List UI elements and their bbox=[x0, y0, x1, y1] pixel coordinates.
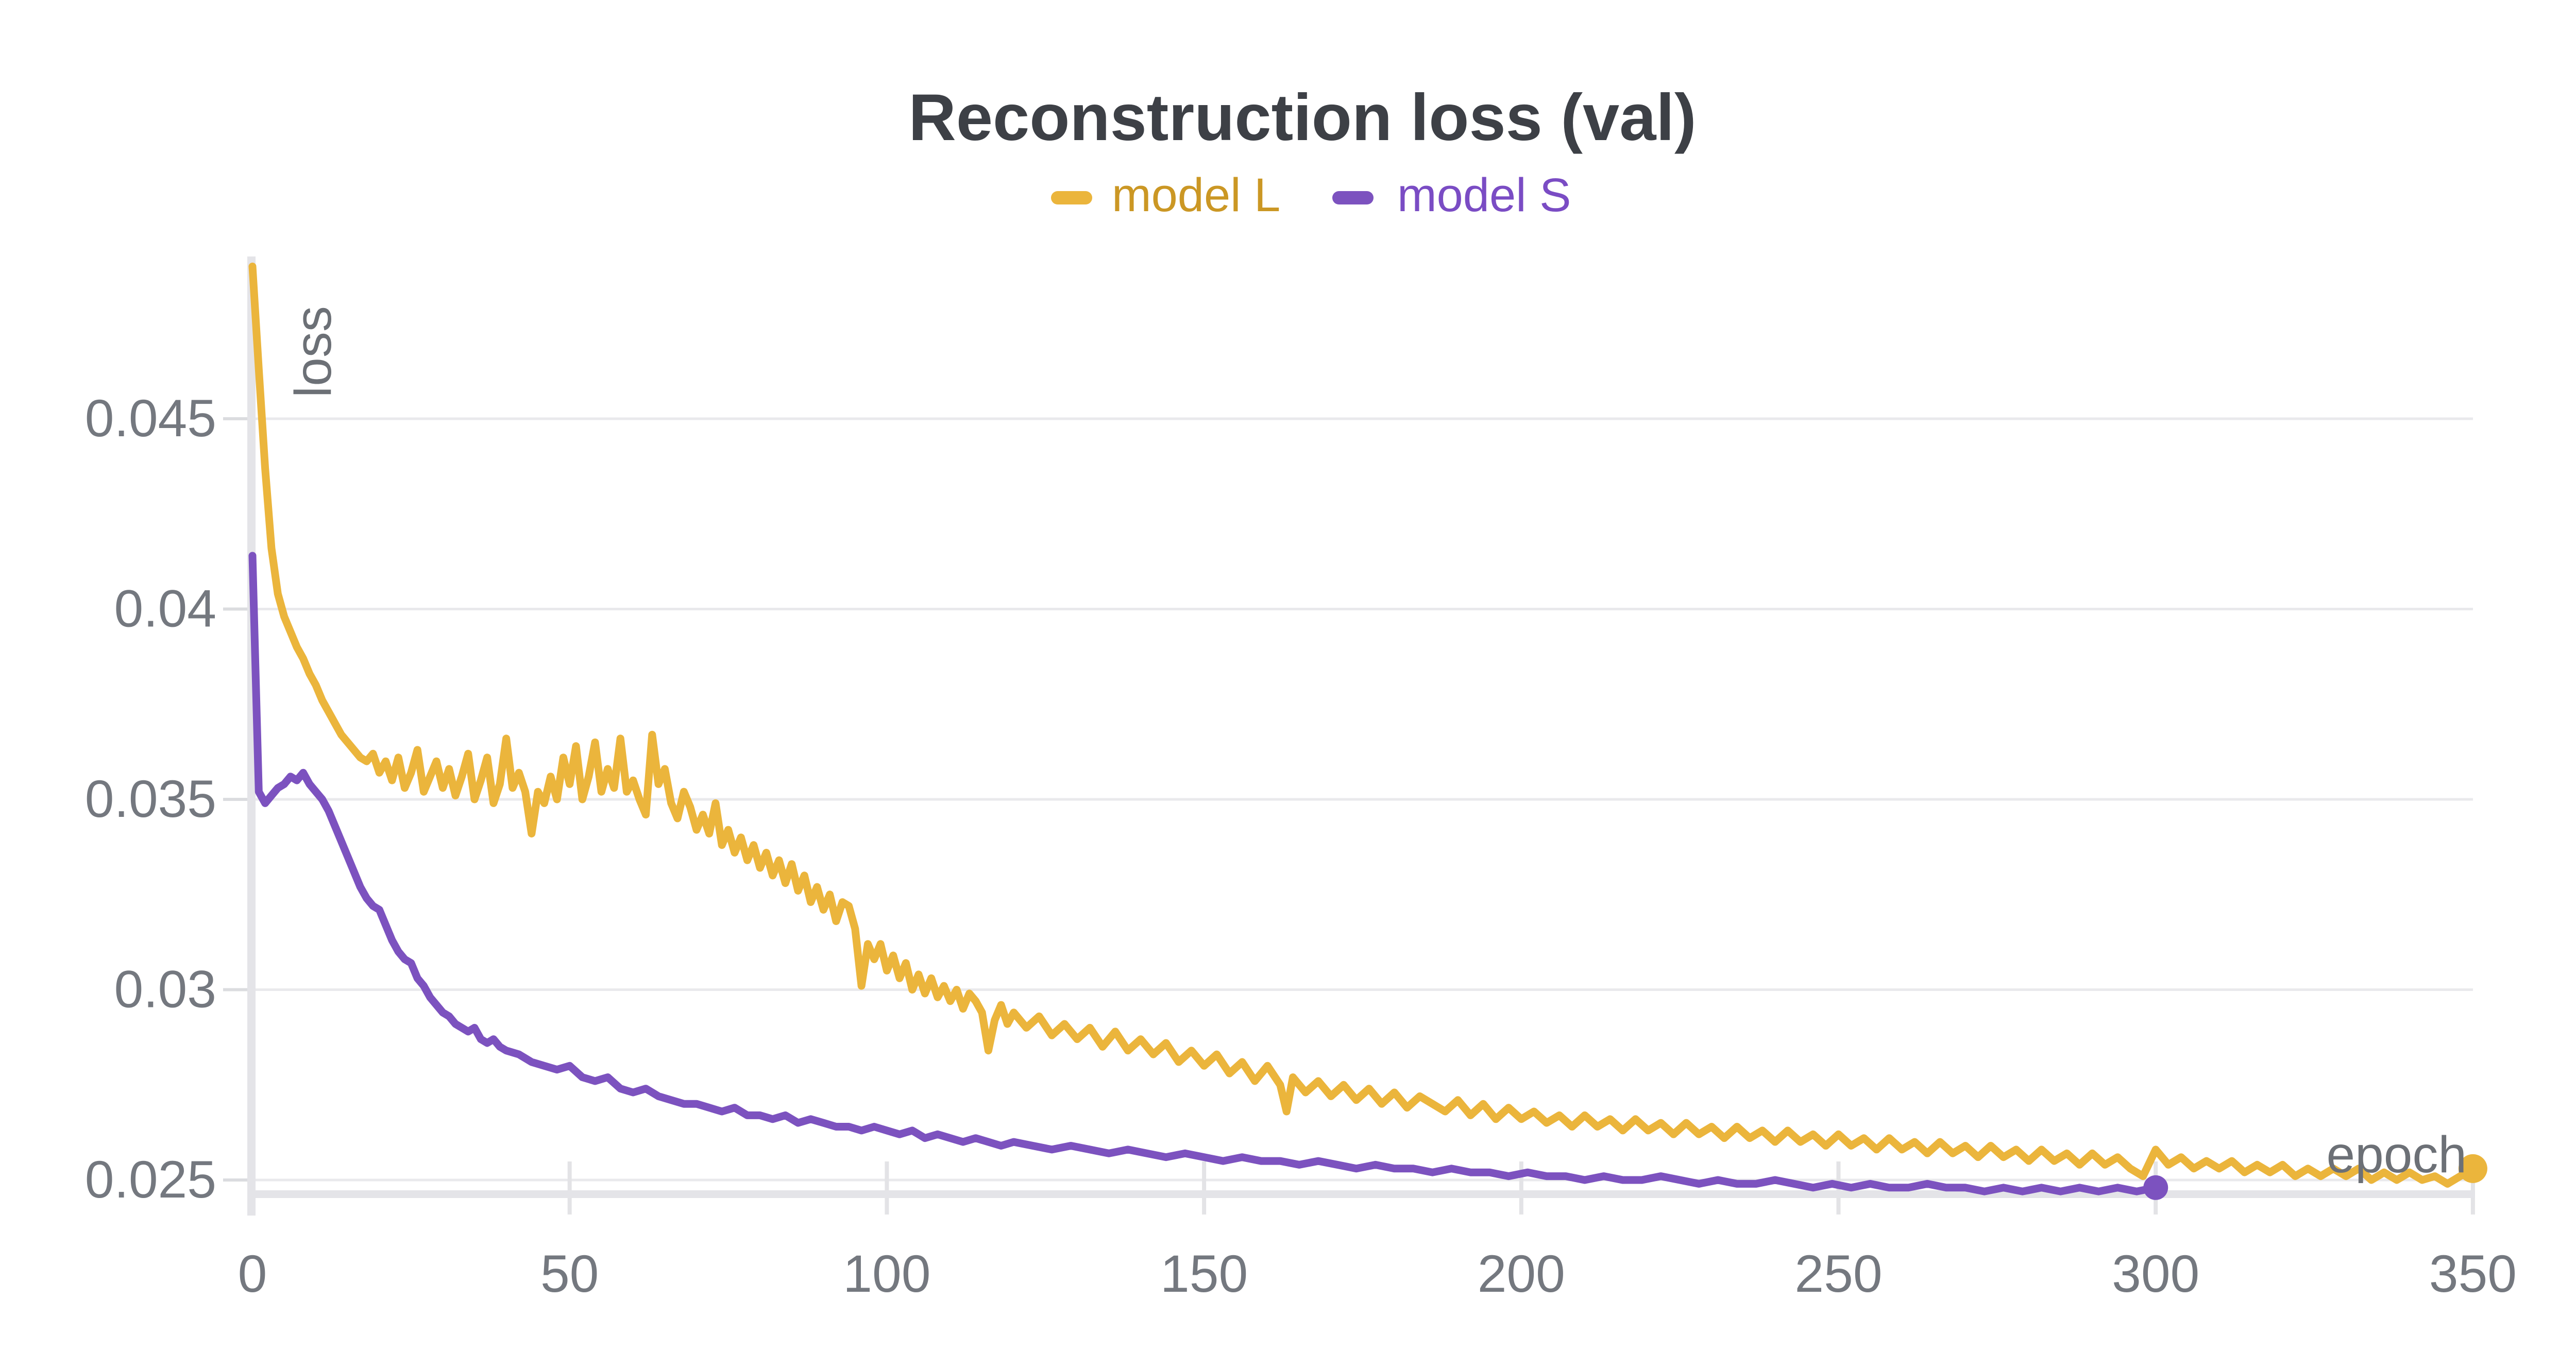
legend-swatch-model-s-icon bbox=[1332, 191, 1374, 204]
y-tick-label: 0.04 bbox=[114, 579, 216, 638]
x-tick-label: 0 bbox=[238, 1244, 267, 1303]
grid-layer: 0.045 0.04 0.035 0.03 0.025 0 50 100 150 200 250 30… bbox=[85, 389, 2517, 1303]
legend-item-model-s[interactable]: model S bbox=[1332, 169, 1571, 221]
y-tick-label: 0.035 bbox=[85, 770, 216, 828]
x-tick-label: 150 bbox=[1160, 1244, 1248, 1303]
legend-item-model-l[interactable]: model L bbox=[1051, 169, 1280, 221]
x-tick-label: 350 bbox=[2429, 1244, 2517, 1303]
y-tick-label: 0.045 bbox=[85, 389, 216, 448]
legend: model L model S bbox=[1051, 169, 1571, 221]
series-line-model-s[interactable] bbox=[248, 552, 2160, 1195]
y-tick-label: 0.025 bbox=[85, 1150, 216, 1209]
legend-label-model-s: model S bbox=[1397, 169, 1571, 221]
y-tick-label: 0.03 bbox=[114, 960, 216, 1019]
axis-layer bbox=[247, 256, 2475, 1216]
x-tick-label: 100 bbox=[843, 1244, 930, 1303]
series-end-dot-model-l bbox=[2458, 1154, 2487, 1183]
chart-title: Reconstruction loss (val) bbox=[908, 81, 1696, 155]
y-axis-title: loss bbox=[284, 306, 342, 398]
legend-swatch-model-l-icon bbox=[1051, 191, 1092, 204]
series-end-dot-model-s bbox=[2143, 1175, 2168, 1200]
x-tick-label: 300 bbox=[2112, 1244, 2199, 1303]
legend-label-model-l: model L bbox=[1112, 169, 1280, 221]
y-axis-line bbox=[247, 256, 256, 1216]
x-axis-title: epoch bbox=[2327, 1126, 2467, 1184]
x-tick-label: 200 bbox=[1478, 1244, 1565, 1303]
x-axis-line bbox=[247, 1190, 2475, 1198]
series-line-model-l[interactable] bbox=[248, 262, 2477, 1188]
series-layer bbox=[248, 262, 2487, 1200]
x-tick-label: 50 bbox=[540, 1244, 599, 1303]
x-tick-label: 250 bbox=[1794, 1244, 1882, 1303]
